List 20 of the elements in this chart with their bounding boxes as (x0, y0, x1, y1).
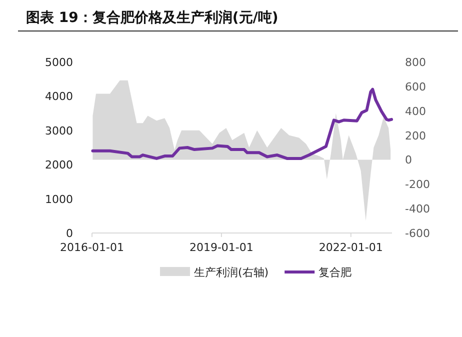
y2tick: -600 (405, 227, 430, 240)
ytick: 0 (66, 227, 73, 240)
xtick: 2022-01-01 (318, 241, 383, 254)
y2tick: 800 (405, 56, 426, 69)
ytick: 2000 (45, 158, 73, 172)
y2tick: 0 (405, 154, 412, 167)
y2tick: -200 (405, 178, 430, 192)
ytick: 1000 (45, 192, 73, 206)
y2tick: 400 (405, 104, 426, 118)
ytick: 5000 (45, 56, 73, 69)
y2tick: 200 (405, 129, 426, 142)
xtick: 2019-01-01 (189, 241, 254, 254)
y2tick: -400 (405, 202, 430, 216)
legend-label: 生产利润(右轴) (194, 266, 269, 279)
xtick: 2016-01-01 (60, 241, 124, 254)
title: 图表 19：复合肥价格及生产利润(元/吨) (26, 10, 278, 26)
ytick: 4000 (45, 90, 73, 104)
legend-label: 复合肥 (318, 266, 352, 279)
ytick: 3000 (45, 124, 73, 138)
y2tick: 600 (405, 80, 426, 94)
